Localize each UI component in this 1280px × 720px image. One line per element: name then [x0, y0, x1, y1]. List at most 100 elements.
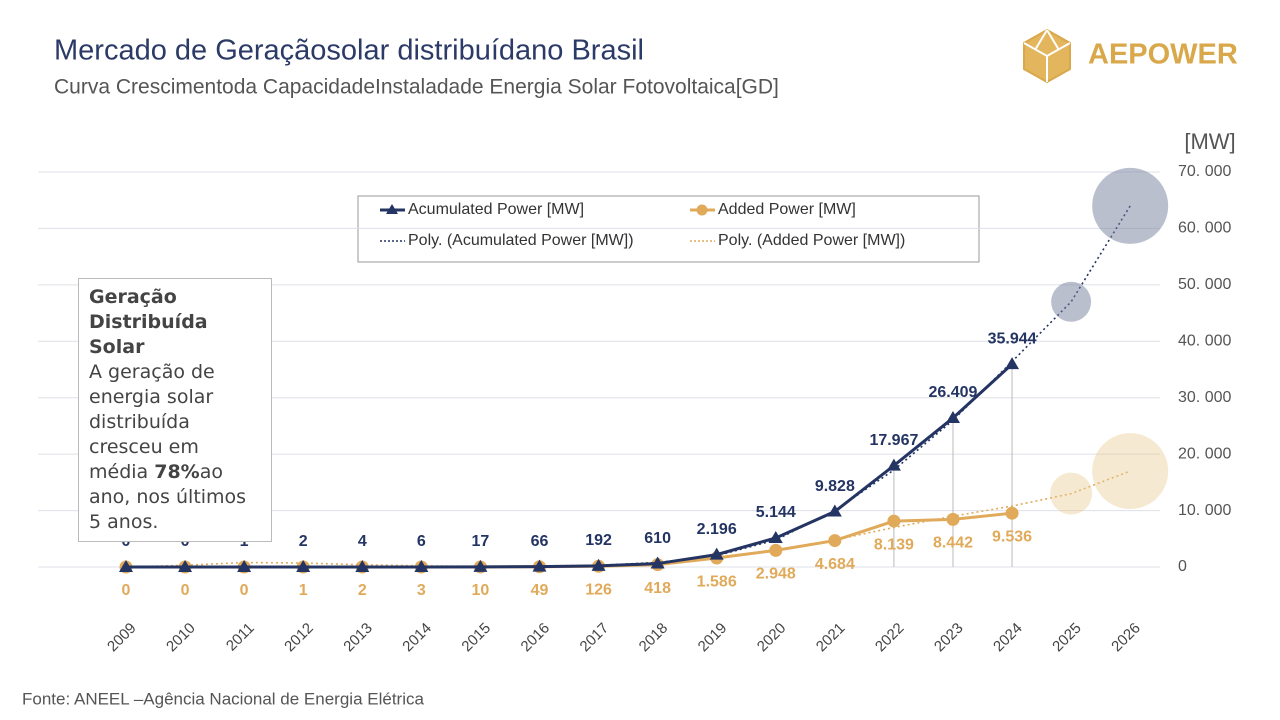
annotation-title: Geração Distribuída Solar	[89, 286, 208, 358]
data-label: 192	[585, 532, 612, 549]
point-marker	[532, 559, 547, 572]
chart-subtitle: Curva Crescimentoda CapacidadeInstaladad…	[54, 76, 779, 99]
point-marker	[769, 543, 783, 557]
x-tick-label: 2026	[1108, 620, 1144, 656]
data-label: 26.409	[929, 384, 978, 401]
data-label: 5.144	[756, 504, 796, 521]
point-marker	[768, 530, 783, 543]
projection-bubble	[1051, 281, 1092, 322]
x-tick-label: 2011	[223, 620, 258, 655]
data-label: 3	[417, 582, 426, 599]
data-label: 10	[472, 582, 490, 599]
annotation-text: A geração de energia solar distribuída c…	[89, 361, 215, 483]
y-tick-label: 60. 000	[1178, 220, 1231, 237]
point-marker	[887, 514, 901, 528]
point-marker	[828, 534, 842, 548]
annotation-text: ao ano, nos últimos 5 anos.	[89, 461, 247, 533]
point-marker	[827, 504, 842, 517]
annotation-box: Geração Distribuída Solar A geração de e…	[78, 278, 272, 542]
x-tick-label: 2025	[1049, 620, 1085, 656]
logo-text: AEPOWER	[1088, 39, 1238, 71]
x-tick-label: 2013	[340, 620, 376, 656]
projection-bubble	[1092, 167, 1169, 244]
point-marker	[591, 558, 606, 571]
projection-bubble	[1092, 433, 1169, 510]
point-marker	[945, 410, 960, 423]
data-label: 17	[472, 533, 490, 550]
x-tick-label: 2010	[163, 620, 199, 656]
y-tick-label: 50. 000	[1178, 276, 1231, 293]
point-marker	[946, 512, 960, 526]
data-label: 8.139	[874, 536, 914, 553]
data-label: 126	[585, 582, 612, 599]
y-tick-label: 40. 000	[1178, 333, 1231, 350]
x-tick-label: 2012	[281, 620, 317, 656]
x-tick-label: 2020	[754, 620, 790, 656]
data-label: 8.442	[933, 535, 973, 552]
data-label: 2.948	[756, 566, 796, 583]
data-label: 2	[358, 582, 367, 599]
projection-bubble	[1050, 472, 1093, 515]
chart-title: Mercado de Geraçãosolar distribuídano Br…	[54, 35, 644, 67]
legend-label: Acumulated Power [MW]	[408, 201, 584, 218]
x-tick-label: 2022	[872, 620, 908, 656]
data-label: 0	[181, 582, 190, 599]
y-tick-label: 70. 000	[1178, 163, 1231, 180]
legend-label: Poly. (Acumulated Power [MW])	[408, 232, 634, 249]
x-tick-label: 2024	[990, 620, 1026, 656]
legend-marker	[696, 204, 708, 216]
data-label: 418	[644, 580, 671, 597]
data-label: 17.967	[869, 432, 918, 449]
point-marker	[296, 559, 311, 572]
data-label: 49	[531, 582, 549, 599]
x-tick-label: 2017	[577, 620, 613, 656]
data-label: 4	[358, 533, 367, 550]
legend-box	[357, 195, 980, 263]
data-label: 2.196	[697, 521, 737, 538]
legend-label: Poly. (Added Power [MW])	[718, 232, 905, 249]
data-label: 1	[299, 582, 308, 599]
data-label: 0	[240, 582, 249, 599]
data-label: 2	[299, 533, 308, 550]
data-label: 9.536	[992, 528, 1032, 545]
x-tick-label: 2009	[104, 620, 140, 656]
data-label: 66	[531, 533, 549, 550]
data-label: 4.684	[815, 556, 855, 573]
point-marker	[886, 458, 901, 471]
point-marker	[1005, 506, 1019, 520]
x-tick-label: 2019	[695, 620, 731, 656]
y-axis-label: [MW]	[1184, 129, 1235, 154]
y-tick-label: 10. 000	[1178, 502, 1231, 519]
data-label: 610	[644, 530, 671, 547]
data-label: 6	[417, 533, 426, 550]
x-tick-label: 2023	[931, 620, 967, 656]
legend-label: Added Power [MW]	[718, 201, 856, 218]
data-label: 35.944	[988, 330, 1037, 347]
point-marker	[709, 547, 724, 560]
point-marker	[178, 560, 193, 572]
x-tick-label: 2014	[399, 620, 435, 656]
point-marker	[414, 559, 429, 572]
x-tick-label: 2018	[636, 620, 672, 656]
point-marker	[650, 556, 665, 569]
legend-marker	[386, 204, 398, 214]
point-marker	[119, 560, 133, 572]
x-tick-label: 2016	[518, 620, 554, 656]
data-label: 0	[122, 582, 131, 599]
source: Fonte: ANEEL –Agência Nacional de Energi…	[22, 689, 424, 708]
point-marker	[1005, 357, 1020, 370]
point-marker	[355, 559, 370, 572]
data-label: 1.586	[697, 573, 737, 590]
series-line	[126, 363, 1014, 569]
x-tick-label: 2015	[458, 620, 494, 656]
x-tick-label: 2021	[813, 620, 849, 656]
y-tick-label: 20. 000	[1178, 445, 1231, 462]
point-marker	[473, 559, 488, 572]
trendline	[125, 470, 1131, 568]
annotation-highlight: 78%	[154, 461, 200, 483]
data-label: 9.828	[815, 478, 855, 495]
y-tick-label: 30. 000	[1178, 389, 1231, 406]
